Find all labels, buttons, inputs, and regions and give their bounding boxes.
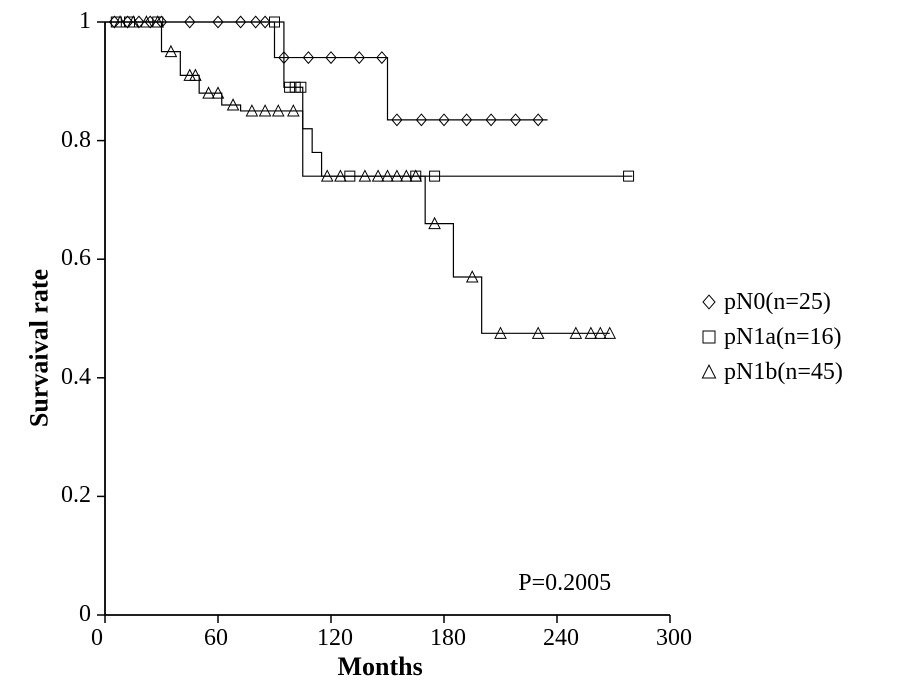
x-tick-label: 60 — [204, 625, 228, 652]
square-icon — [700, 328, 718, 346]
legend-item: pN1b(n=45) — [700, 355, 843, 390]
y-tick-label: 0.4 — [61, 364, 91, 391]
y-tick-label: 0.2 — [61, 482, 91, 509]
legend-label: pN1b(n=45) — [724, 355, 843, 390]
y-axis-label: Survaival rate — [25, 269, 55, 427]
y-tick-label: 0.6 — [61, 245, 91, 272]
y-tick-label: 1 — [79, 8, 91, 35]
x-tick-label: 300 — [656, 625, 692, 652]
legend-label: pN0(n=25) — [724, 285, 831, 320]
x-axis-label: Months — [338, 652, 423, 682]
chart-container: Survaival rate Months pN0(n=25)pN1a(n=16… — [0, 0, 902, 696]
legend-label: pN1a(n=16) — [724, 320, 842, 355]
x-tick-label: 240 — [543, 625, 579, 652]
legend-item: pN0(n=25) — [700, 285, 843, 320]
p-value-text: P=0.2005 — [518, 570, 611, 597]
legend-item: pN1a(n=16) — [700, 320, 843, 355]
x-tick-label: 0 — [91, 625, 103, 652]
y-tick-label: 0.8 — [61, 127, 91, 154]
legend: pN0(n=25)pN1a(n=16)pN1b(n=45) — [700, 285, 843, 389]
x-tick-label: 180 — [430, 625, 466, 652]
x-tick-label: 120 — [317, 625, 353, 652]
y-tick-label: 0 — [79, 601, 91, 628]
triangle-icon — [700, 363, 718, 381]
diamond-icon — [700, 293, 718, 311]
